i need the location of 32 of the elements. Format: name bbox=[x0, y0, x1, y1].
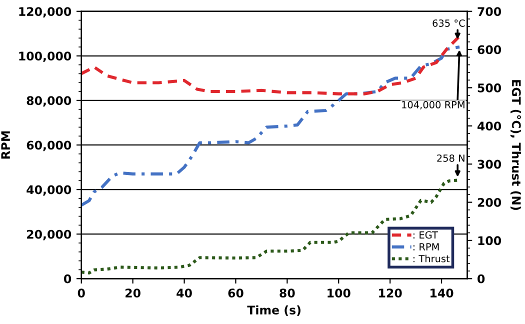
annotation: 635 °C bbox=[432, 19, 465, 27]
y2-tick-label: 600 bbox=[478, 45, 502, 54]
legend-label: : RPM bbox=[413, 243, 439, 250]
x-tick-label: 60 bbox=[228, 288, 244, 298]
y2-tick-label: 400 bbox=[478, 122, 502, 131]
x-tick-label: 120 bbox=[379, 288, 402, 298]
legend-label: : Thrust bbox=[413, 254, 450, 262]
y2-tick-label: 200 bbox=[478, 198, 502, 207]
x-tick-label: 100 bbox=[328, 288, 350, 298]
x-tick-label: 20 bbox=[126, 288, 140, 298]
y-axis-title: RPM bbox=[1, 131, 10, 159]
y-tick-label: 100,000 bbox=[19, 52, 72, 62]
y-tick-label: 60,000 bbox=[26, 140, 72, 152]
y-tick-label: 20,000 bbox=[27, 230, 72, 240]
y2-tick-label: 500 bbox=[478, 83, 502, 92]
y2-tick-label: 100 bbox=[478, 236, 502, 246]
y2-tick-label: 0 bbox=[478, 274, 485, 284]
x-tick-label: 40 bbox=[176, 288, 192, 298]
x-tick-label: 0 bbox=[78, 288, 85, 298]
x-tick-label: 80 bbox=[280, 288, 295, 298]
x-tick-label: 140 bbox=[430, 288, 454, 298]
y-tick-label: 120,000 bbox=[19, 7, 72, 18]
legend-label: : EGT bbox=[413, 231, 438, 239]
y2-tick-label: 300 bbox=[478, 160, 502, 169]
y2-axis-title: EGT (°C), Thrust (N) bbox=[510, 80, 522, 210]
x-axis-title: Time (s) bbox=[247, 305, 300, 316]
y-tick-label: 40,000 bbox=[26, 185, 72, 196]
y2-tick-label: 700 bbox=[478, 7, 502, 16]
annotation: 258 N bbox=[437, 154, 464, 162]
y-tick-label: 0 bbox=[64, 274, 72, 284]
y-tick-label: 80,000 bbox=[26, 96, 72, 107]
annotation: 104,000 RPM bbox=[402, 101, 464, 110]
